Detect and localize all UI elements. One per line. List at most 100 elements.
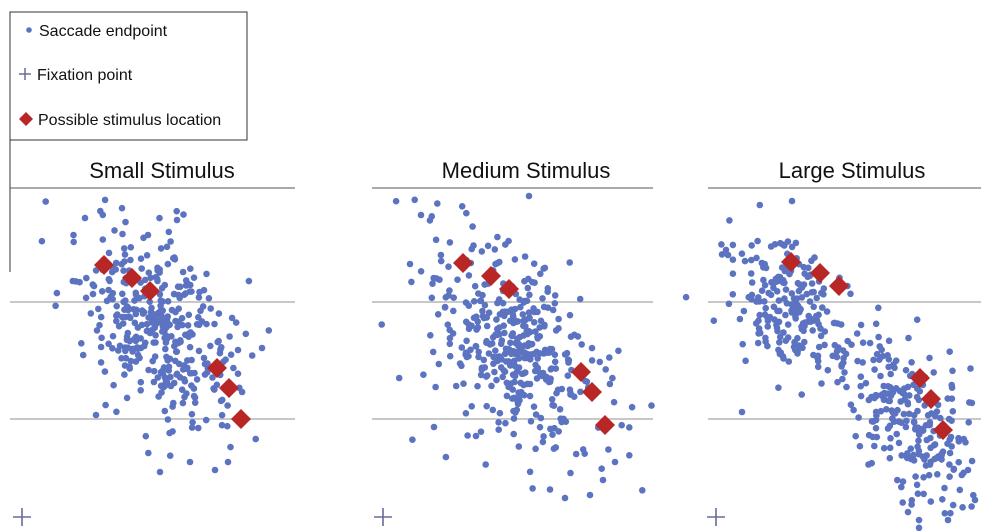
saccade-endpoint-dot <box>949 367 956 375</box>
saccade-endpoints <box>38 196 273 476</box>
saccade-endpoint-dot <box>163 243 171 251</box>
saccade-endpoint-dot <box>195 294 203 301</box>
saccade-endpoint-dot <box>230 364 237 372</box>
saccade-endpoint-dot <box>496 409 504 417</box>
saccade-endpoint-dot <box>801 270 808 278</box>
saccade-endpoint-dot <box>142 339 149 347</box>
saccade-endpoint-dot <box>788 290 796 297</box>
saccade-endpoint-dot <box>502 241 509 248</box>
saccade-endpoint-dot <box>209 374 216 381</box>
saccade-endpoint-dot <box>218 411 226 419</box>
saccade-endpoint-dot <box>530 319 538 326</box>
saccade-endpoint-dot <box>534 308 541 316</box>
saccade-endpoint-dot <box>729 270 737 278</box>
saccade-endpoint-dot <box>101 368 109 375</box>
saccade-endpoint-dot <box>566 311 574 319</box>
saccade-endpoint-dot <box>172 357 179 365</box>
saccade-endpoint-dot <box>113 317 120 325</box>
saccade-endpoint-dot <box>222 356 229 364</box>
saccade-endpoint-dot <box>200 354 208 362</box>
saccade-endpoint-dot <box>914 424 922 432</box>
saccade-endpoint-dot <box>176 294 183 302</box>
saccade-endpoint-dot <box>578 341 585 348</box>
saccade-endpoint-dot <box>531 279 538 287</box>
saccade-endpoint-dot <box>495 426 503 434</box>
saccade-endpoint-dot <box>164 298 172 305</box>
saccade-endpoint-dot <box>430 423 438 431</box>
saccade-endpoint-dot <box>515 389 522 396</box>
saccade-endpoint-dot <box>761 281 769 289</box>
saccade-endpoint-dot <box>182 277 190 284</box>
saccade-endpoint-dot <box>923 436 931 444</box>
saccade-endpoint-dot <box>605 446 612 453</box>
saccade-endpoint-dot <box>550 402 558 410</box>
saccade-endpoint-dot <box>910 451 917 459</box>
saccade-endpoint-dot <box>537 414 545 422</box>
saccade-endpoint-dot <box>536 423 544 431</box>
saccade-endpoint-dot <box>145 366 152 374</box>
saccade-endpoint-dot <box>762 334 769 342</box>
saccade-endpoint-dot <box>187 265 194 273</box>
panel-title: Small Stimulus <box>89 158 234 183</box>
saccade-endpoint-dot <box>609 374 616 382</box>
saccade-endpoint-dot <box>529 350 537 358</box>
saccade-endpoint-dot <box>760 276 767 284</box>
saccade-endpoint-dot <box>446 334 454 342</box>
saccade-endpoint-dot <box>446 326 454 334</box>
saccade-endpoint-dot <box>879 393 887 400</box>
saccade-endpoint-dot <box>124 329 132 337</box>
saccade-endpoint-dot <box>471 282 479 290</box>
saccade-endpoint-dot <box>808 257 815 265</box>
saccade-endpoint-dot <box>915 516 923 524</box>
saccade-endpoint-dot <box>173 207 180 215</box>
saccade-endpoint-dot <box>138 265 145 272</box>
saccade-endpoint-dot <box>857 321 865 329</box>
saccade-endpoint-dot <box>588 357 596 364</box>
saccade-endpoint-dot <box>525 192 533 200</box>
saccade-endpoint-dot <box>122 297 129 304</box>
saccade-endpoint-dot <box>530 260 538 268</box>
saccade-endpoint-dot <box>853 330 861 337</box>
saccade-endpoint-dot <box>432 236 440 244</box>
saccade-endpoint-dot <box>427 332 434 339</box>
saccade-endpoint-dot <box>481 364 489 371</box>
saccade-endpoint-dot <box>848 341 855 349</box>
saccade-endpoint-dot <box>847 401 855 409</box>
saccade-endpoint-dot <box>430 274 438 282</box>
saccade-endpoint-dot <box>626 424 633 431</box>
saccade-endpoint-dot <box>436 276 443 284</box>
saccade-endpoint-dot <box>177 338 184 346</box>
saccade-endpoint-dot <box>872 320 880 328</box>
saccade-endpoint-dot <box>211 466 219 474</box>
saccade-endpoint-dot <box>164 416 172 423</box>
saccade-endpoint-dot <box>214 338 221 346</box>
saccade-endpoint-dot <box>38 237 46 245</box>
saccade-endpoint-dot <box>755 330 762 337</box>
saccade-endpoint-dot <box>556 406 564 413</box>
saccade-endpoint-dot <box>435 360 443 368</box>
saccade-endpoint-dot <box>756 311 763 319</box>
saccade-endpoint-dot <box>149 326 156 334</box>
saccade-endpoint-dot <box>770 284 777 292</box>
saccade-endpoint-dot <box>121 362 129 369</box>
saccade-endpoint-dot <box>493 353 501 361</box>
saccade-endpoint-dot <box>154 277 161 285</box>
saccade-endpoint-dot <box>886 454 894 462</box>
saccade-endpoint-dot <box>570 393 578 401</box>
saccade-endpoint-dot <box>98 288 106 295</box>
saccade-endpoint-dot <box>131 319 139 327</box>
saccade-endpoint-dot <box>560 415 567 423</box>
saccade-endpoint-dot <box>886 397 893 405</box>
saccade-endpoint-dot <box>764 314 771 321</box>
saccade-endpoint-dot <box>944 440 951 448</box>
saccade-endpoint-dot <box>446 352 454 360</box>
fixation-point-plus <box>13 508 31 526</box>
saccade-endpoint-dot <box>902 366 910 374</box>
saccade-endpoint-dot <box>193 376 201 383</box>
saccade-endpoint-dot <box>920 490 927 498</box>
saccade-endpoint-dot <box>97 313 105 321</box>
saccade-endpoint-dot <box>483 337 490 345</box>
saccade-endpoint-dot <box>227 443 234 451</box>
saccade-endpoint-dot <box>408 278 415 286</box>
saccade-endpoint-dot <box>902 423 910 431</box>
